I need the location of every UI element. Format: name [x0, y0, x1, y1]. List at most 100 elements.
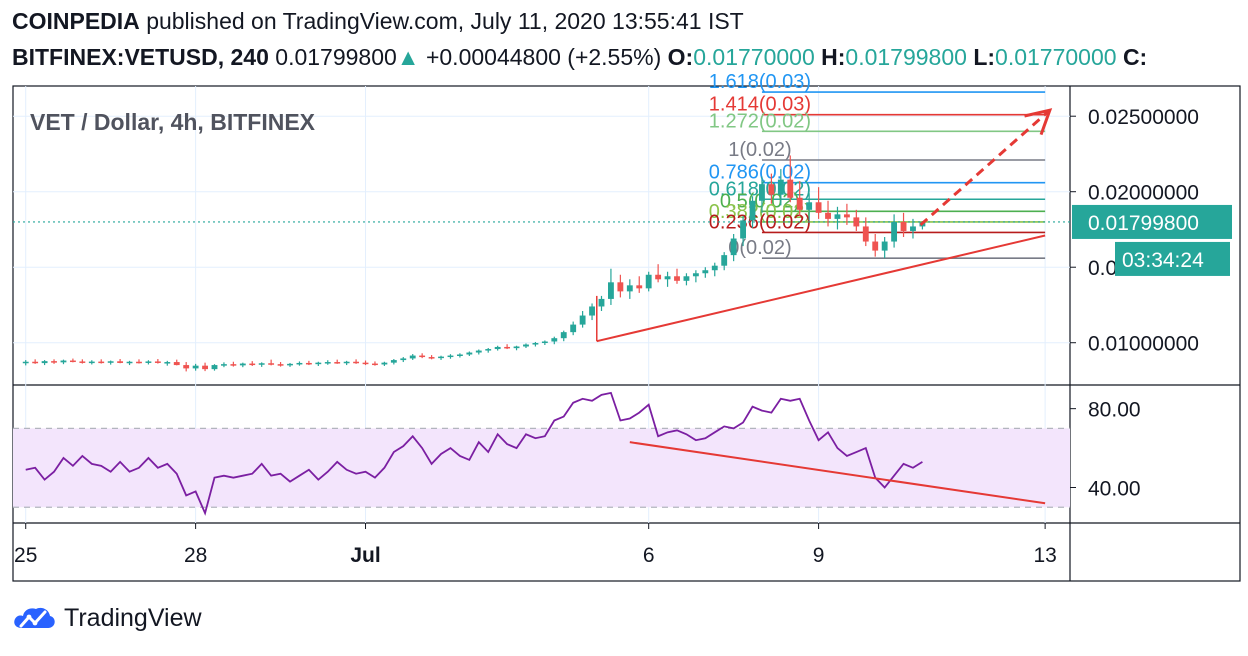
candle-body	[173, 362, 180, 366]
projection-arrow-line	[919, 109, 1051, 227]
symbol-info-bar: BITFINEX:VETUSD, 240 0.01799800▲ +0.0004…	[12, 44, 1147, 71]
candle-body	[400, 358, 407, 361]
fib-level-label: 0.786(0.02)	[709, 162, 811, 184]
chart-title: VET / Dollar, 4h, BITFINEX	[30, 109, 316, 135]
candle-body	[230, 364, 237, 366]
candle-body	[419, 355, 426, 358]
candle-body	[154, 361, 161, 363]
candle-body	[541, 341, 548, 344]
candle-body	[98, 361, 105, 364]
y-tick-label: 0.0	[1088, 257, 1117, 280]
candle-body	[711, 265, 718, 271]
candle-body	[749, 200, 756, 221]
candle-body	[796, 197, 803, 210]
candle-body	[759, 184, 765, 201]
countdown-label: 03:34:24	[1122, 249, 1204, 272]
candle-body	[570, 324, 577, 333]
open-value: 0.01770000	[693, 44, 815, 70]
candle-body	[239, 363, 246, 366]
candle-body	[324, 362, 331, 364]
candle-body	[843, 214, 850, 218]
candle-body	[343, 361, 350, 364]
candle-body	[721, 255, 728, 266]
candle-body	[834, 214, 841, 219]
candle-body	[551, 338, 558, 342]
y-tick-label: 0.01000000	[1088, 333, 1199, 356]
candle-body	[589, 306, 595, 316]
candle-body	[768, 184, 775, 195]
candle-body	[532, 343, 539, 345]
fib-level-label: 0.382(0.02)	[709, 201, 811, 223]
candle-body	[183, 365, 190, 369]
published-text: published on TradingView.com, July 11, 2…	[146, 8, 744, 34]
candle-body	[740, 220, 747, 239]
support-trendline	[596, 234, 1046, 343]
candle-body	[872, 241, 879, 251]
candle-body	[456, 354, 463, 356]
countdown-tag	[1115, 241, 1230, 276]
low-label: L:	[973, 44, 996, 70]
price-change: +0.00044800 (+2.55%)	[425, 44, 662, 70]
rsi-divergence-trendline	[629, 441, 1046, 505]
candle-body	[126, 361, 133, 364]
candle-body	[645, 274, 652, 289]
candle-body	[777, 179, 784, 195]
high-label: H:	[821, 44, 846, 70]
candle-body	[475, 350, 482, 353]
candle-body	[296, 362, 303, 365]
candle-body	[608, 282, 614, 299]
x-tick-label: 6	[643, 544, 655, 567]
x-tick-label: 13	[1033, 544, 1056, 567]
candle-body	[249, 363, 256, 366]
x-tick-label: 9	[813, 544, 825, 567]
candle-body	[891, 221, 898, 242]
y-tick-label: 0.02500000	[1088, 106, 1199, 129]
symbol-label: BITFINEX:VETUSD, 240	[12, 44, 269, 70]
candle-body	[41, 361, 48, 364]
candle-body	[447, 355, 454, 358]
candle-body	[372, 363, 378, 366]
candle-body	[107, 361, 114, 363]
candle-body	[494, 346, 501, 350]
candle-body	[277, 364, 284, 366]
publisher-name: COINPEDIA	[12, 8, 140, 34]
candle-body	[664, 276, 671, 280]
fib-level-label: 1(0.02)	[728, 139, 791, 161]
open-label: O:	[667, 44, 694, 70]
candle-body	[853, 217, 860, 227]
candle-body	[787, 179, 794, 198]
fib-level-label: 1.414(0.03)	[709, 94, 811, 116]
candle-body	[305, 362, 312, 365]
close-label: C:	[1122, 44, 1148, 70]
candle-body	[258, 363, 265, 365]
candle-body	[381, 362, 388, 365]
y-tick-label: 0.02000000	[1088, 182, 1199, 205]
candle-body	[390, 360, 397, 363]
fib-level-label: 0(0.02)	[728, 237, 791, 259]
chart-frame	[12, 85, 1241, 582]
candle-body	[513, 346, 520, 349]
fib-level-label: 1.272(0.02)	[709, 110, 811, 132]
candle-body	[466, 352, 473, 355]
candle-body	[409, 355, 416, 359]
candle-body	[362, 362, 369, 365]
candle-body	[674, 276, 680, 281]
candle-body	[683, 276, 690, 281]
candle-body	[315, 362, 322, 365]
candle-body	[145, 361, 152, 363]
candle-body	[69, 360, 76, 363]
candle-body	[287, 363, 293, 366]
candle-body	[862, 226, 869, 242]
candle-body	[806, 202, 813, 210]
x-tick-label: Jul	[350, 544, 380, 567]
projection-arrow-head-icon	[1024, 108, 1053, 136]
candle-body	[730, 238, 737, 256]
current-price-tag	[1072, 204, 1232, 239]
candle-body	[655, 274, 662, 280]
candle-body	[636, 285, 643, 289]
current-price-label: 0.01799800	[1088, 212, 1199, 235]
rsi-tick-label: 40.00	[1088, 478, 1141, 501]
candle-body	[692, 273, 699, 277]
candle-body	[202, 365, 208, 370]
